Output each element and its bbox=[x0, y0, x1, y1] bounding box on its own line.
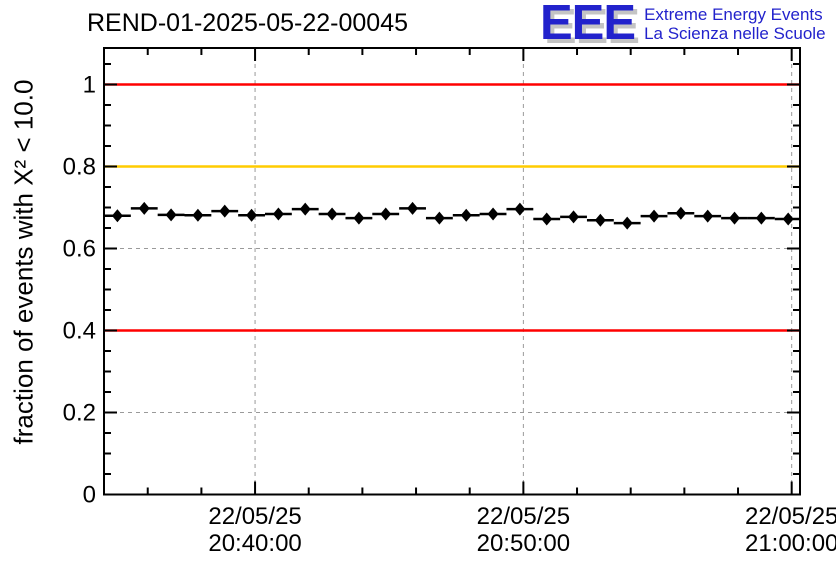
eee-logo-line2: La Scienza nelle Scuole bbox=[644, 24, 826, 43]
data-point-marker bbox=[568, 210, 580, 224]
x-tick-label-time: 21:00:00 bbox=[745, 530, 836, 557]
data-point-marker bbox=[594, 213, 606, 227]
data-point-marker bbox=[299, 202, 311, 216]
x-tick-label-date: 22/05/25 bbox=[477, 503, 570, 530]
data-point-marker bbox=[648, 209, 660, 223]
y-tick-label: 0.4 bbox=[63, 317, 96, 344]
plot-frame bbox=[103, 47, 801, 496]
y-tick-label: 0.2 bbox=[63, 399, 96, 426]
y-tick-label: 0 bbox=[83, 482, 96, 509]
data-point-marker bbox=[272, 207, 284, 221]
x-tick-label-date: 22/05/25 bbox=[208, 503, 301, 530]
y-tick-label: 1 bbox=[83, 71, 96, 98]
y-tick-label: 0.8 bbox=[63, 153, 96, 180]
data-point-marker bbox=[111, 209, 123, 223]
x-tick-label-time: 20:40:00 bbox=[208, 530, 301, 557]
data-point-marker bbox=[219, 204, 231, 218]
data-point-marker bbox=[407, 201, 419, 215]
eee-logo-acronym: EEE bbox=[540, 0, 636, 50]
data-point-marker bbox=[541, 212, 553, 226]
data-point-marker bbox=[326, 207, 338, 221]
data-point-marker bbox=[702, 209, 714, 223]
y-tick-label: 0.6 bbox=[63, 235, 96, 262]
data-point-marker bbox=[433, 211, 445, 225]
data-point-marker bbox=[246, 208, 258, 222]
data-point-marker bbox=[755, 211, 767, 225]
eee-logo-text: Extreme Energy Events La Scienza nelle S… bbox=[644, 5, 825, 43]
data-point-marker bbox=[487, 207, 499, 221]
eee-logo: EEE Extreme Energy Events La Scienza nel… bbox=[540, 0, 826, 50]
data-point-marker bbox=[729, 211, 741, 225]
data-point-marker bbox=[192, 208, 204, 222]
page-title: REND-01-2025-05-22-00045 bbox=[87, 9, 409, 37]
data-point-marker bbox=[782, 212, 794, 226]
data-point-marker bbox=[380, 207, 392, 221]
x-tick-label-time: 20:50:00 bbox=[477, 530, 570, 557]
data-point-marker bbox=[138, 201, 150, 215]
data-point-marker bbox=[165, 208, 177, 222]
data-point-marker bbox=[675, 206, 687, 220]
data-point-marker bbox=[353, 211, 365, 225]
x-tick-label-date: 22/05/25 bbox=[745, 503, 836, 530]
eee-logo-line1: Extreme Energy Events bbox=[644, 5, 823, 24]
data-point-marker bbox=[460, 208, 472, 222]
data-point-marker bbox=[514, 202, 526, 216]
data-point-marker bbox=[621, 216, 633, 230]
